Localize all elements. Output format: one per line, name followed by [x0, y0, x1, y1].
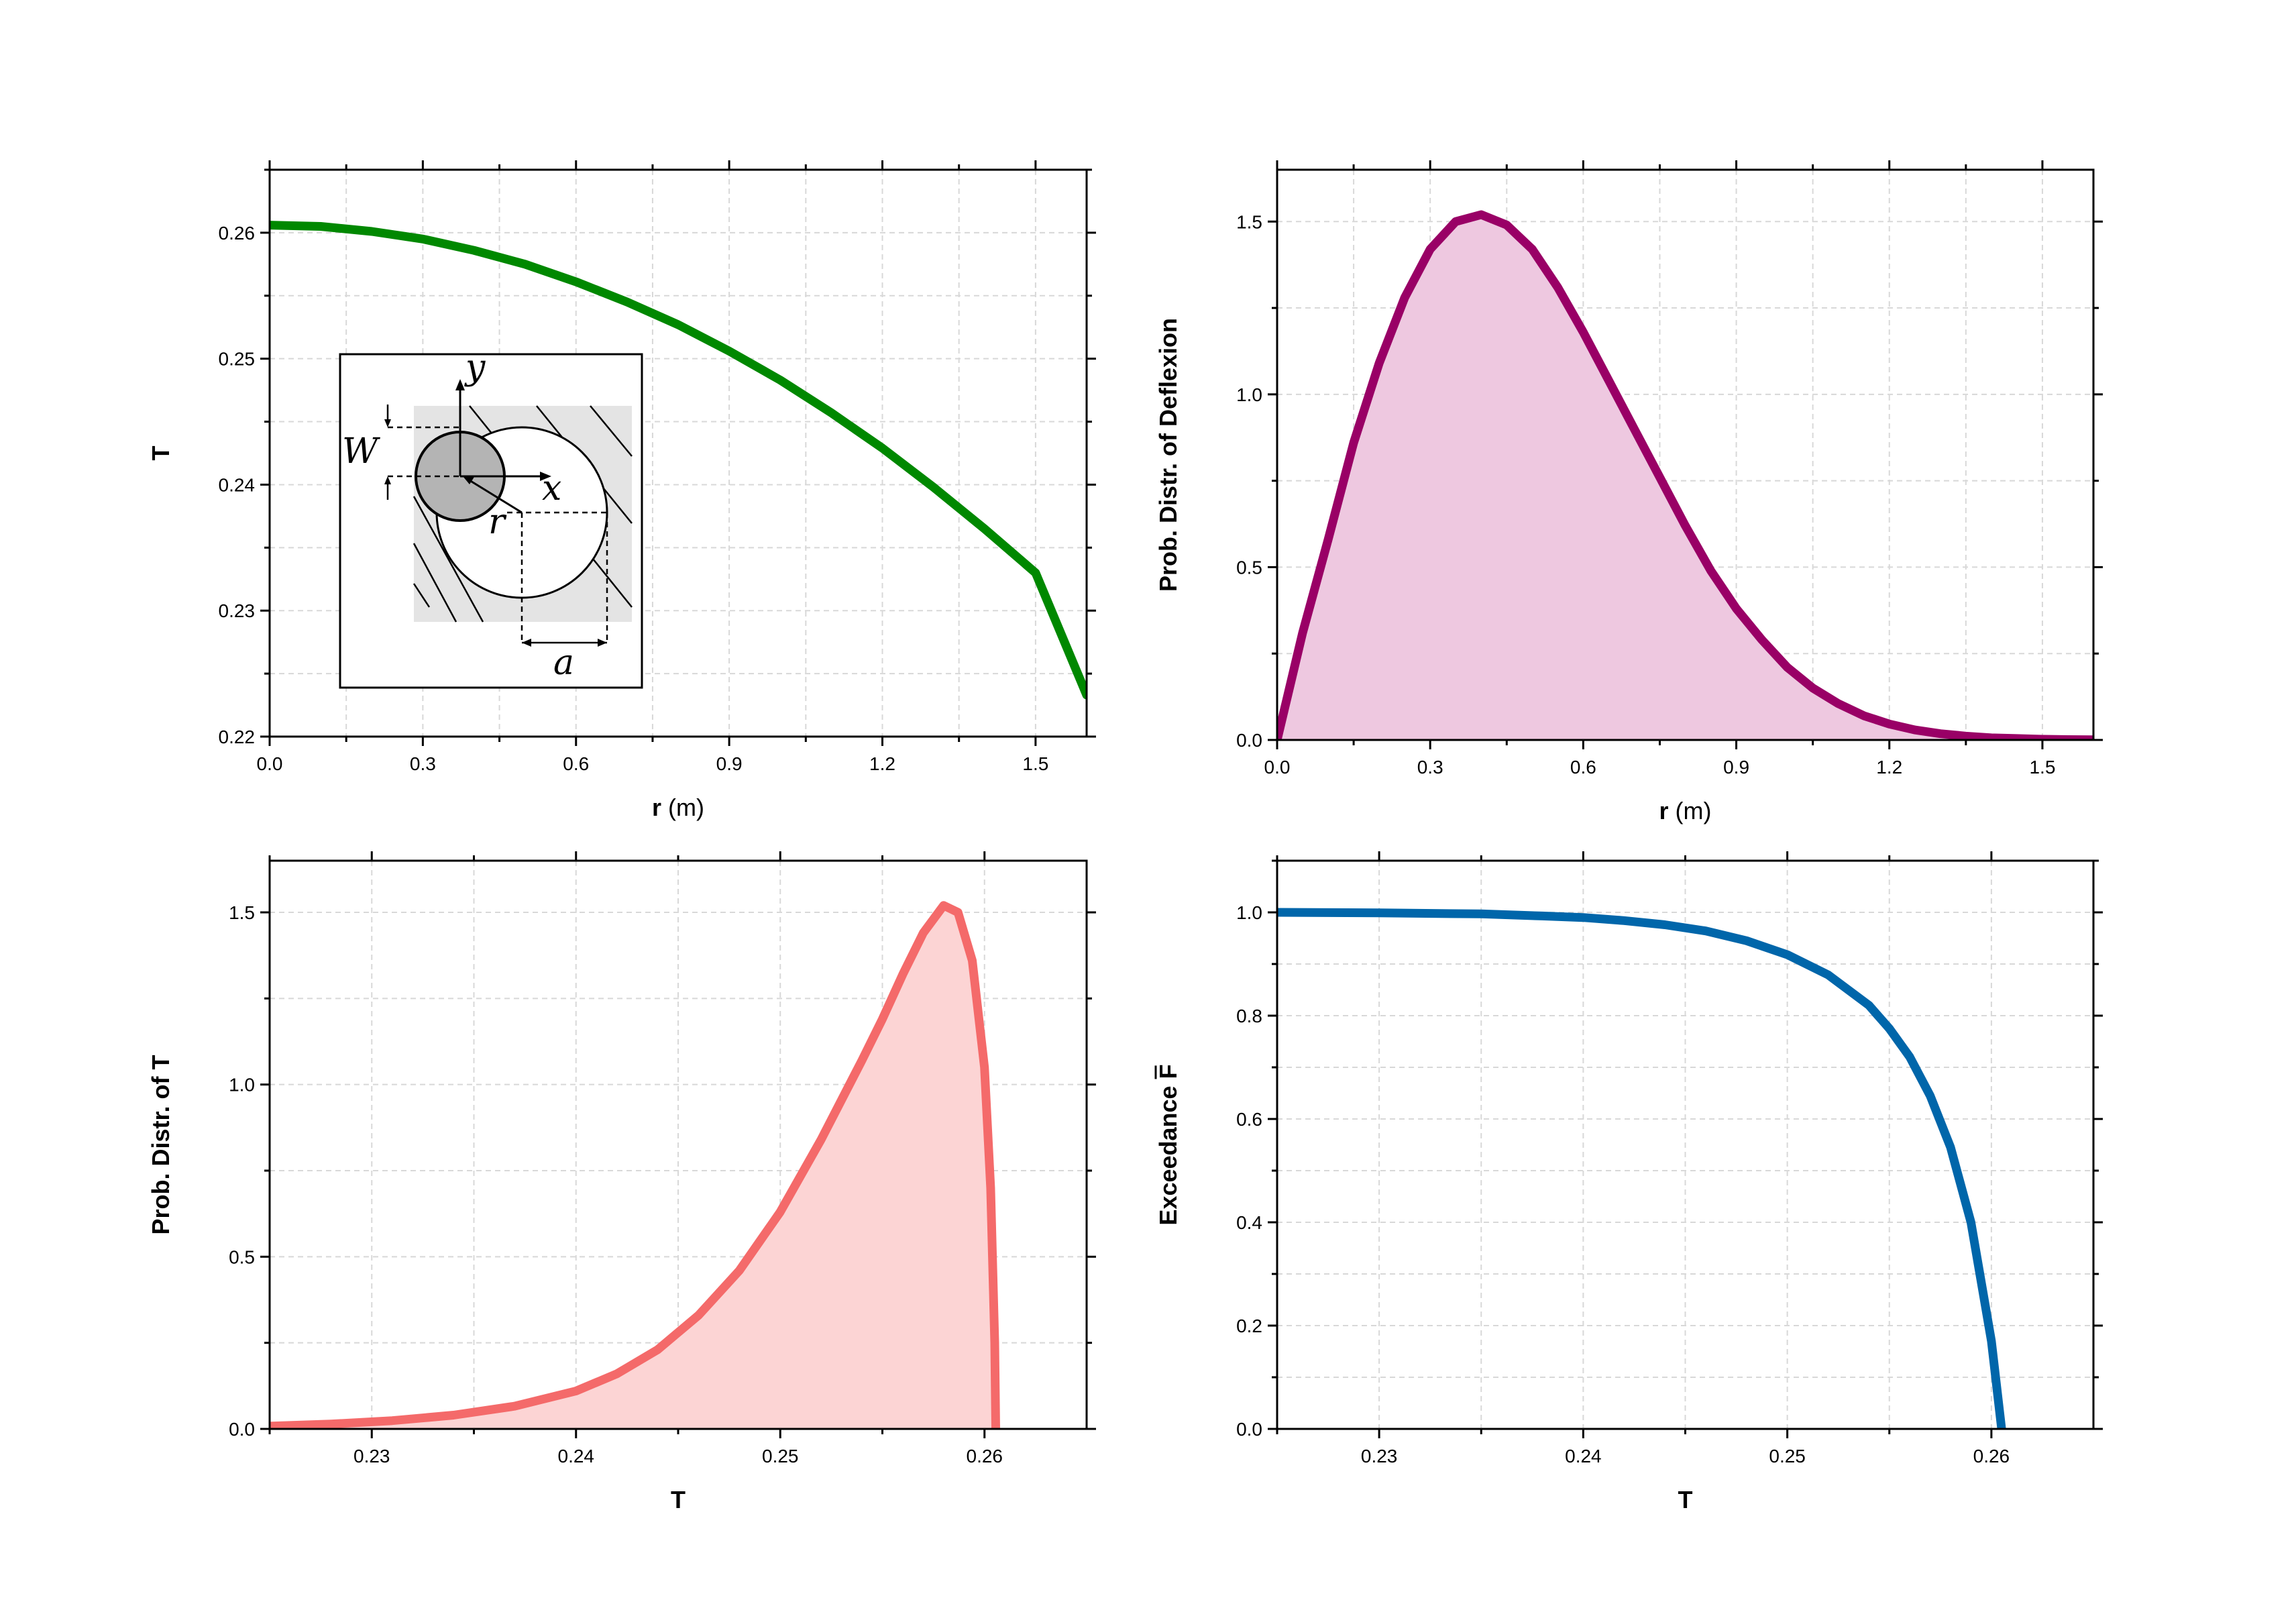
- inset-hatch-line: [413, 543, 457, 623]
- inset-hatch-line: [590, 405, 633, 457]
- inset-w-arrowhead-top: [384, 419, 391, 427]
- x-tick-label: 0.26: [1973, 1446, 2010, 1466]
- x-tick-label: 1.2: [869, 753, 895, 774]
- x-tick-label: 1.5: [1022, 753, 1048, 774]
- inset-a-arrow-right: [598, 639, 607, 647]
- y-tick-label: 1.0: [1236, 902, 1262, 923]
- y-axis-title: Prob. Distr. of Deflexion: [1154, 318, 1182, 592]
- y-tick-label: 0.24: [219, 474, 256, 495]
- y-tick-label: 0.4: [1236, 1212, 1262, 1233]
- inset-label-x: x: [542, 468, 561, 509]
- y-tick-label: 0.26: [219, 223, 256, 244]
- x-axis-title-unit: (m): [661, 794, 704, 821]
- series-line: [1277, 210, 2093, 740]
- x-tick-label: 0.0: [1264, 757, 1291, 778]
- y-tick-label: 1.0: [229, 1075, 255, 1095]
- x-tick-label: 0.0: [257, 753, 283, 774]
- x-tick-label: 0.24: [558, 1446, 595, 1466]
- x-axis-title-var: r: [652, 794, 661, 821]
- chart-br: 0.23 0.24 0.25 0.26 0.0 0.2 0.4 0.6 0.8 1.0 T Excee…: [1154, 851, 2103, 1513]
- x-axis-title: r (m): [1659, 797, 1712, 824]
- area-fill: [1277, 215, 2093, 740]
- x-axis-title-var: r: [1659, 797, 1669, 824]
- inset-y-arrow: [455, 379, 465, 390]
- x-axis-title-var: T: [1678, 1486, 1693, 1513]
- chart-tr: 0.0 0.3 0.6 0.9 1.2 1.5 0.0 0.5 1.0 1.5 r (m) Prob.…: [1154, 160, 2103, 824]
- inset-label-w: W: [342, 431, 380, 472]
- inset-label-a: a: [553, 643, 574, 683]
- x-axis-title: T: [671, 1486, 686, 1513]
- x-tick-label: 0.9: [716, 753, 743, 774]
- y-axis-title: T: [147, 446, 174, 461]
- x-tick-label: 0.6: [563, 753, 589, 774]
- x-axis-title-var: T: [671, 1486, 686, 1513]
- inset-a-arrow-left: [522, 639, 531, 647]
- y-tick-label: 0.8: [1236, 1006, 1262, 1026]
- x-tick-label: 1.2: [1876, 757, 1902, 778]
- inset-r-arrow: [463, 476, 474, 484]
- x-axis-title: r (m): [652, 794, 704, 821]
- x-axis-title: T: [1678, 1486, 1693, 1513]
- x-tick-label: 0.23: [353, 1446, 390, 1466]
- x-tick-label: 0.26: [967, 1446, 1003, 1466]
- x-tick-label: 0.3: [410, 753, 436, 774]
- inset-label-y: y: [464, 347, 486, 388]
- x-tick-label: 1.5: [2029, 757, 2055, 778]
- y-tick-label: 0.22: [219, 727, 256, 747]
- x-tick-label: 0.9: [1723, 757, 1749, 778]
- y-tick-label: 0.5: [229, 1246, 255, 1267]
- y-tick-label: 1.5: [1236, 211, 1262, 232]
- y-tick-label: 0.25: [219, 349, 256, 370]
- chart-tl: 0.0 0.3 0.6 0.9 1.2 1.5 0.22 0.23 0.24 0.25 0.26 r …: [147, 160, 1096, 821]
- y-axis-title: Prob. Distr. of T: [147, 1055, 174, 1234]
- x-tick-label: 0.6: [1570, 757, 1596, 778]
- x-tick-label: 0.3: [1417, 757, 1443, 778]
- series-line: [1277, 908, 2006, 1429]
- y-tick-label: 0.2: [1236, 1316, 1262, 1336]
- plot-frame: [268, 168, 1088, 738]
- inset-hatch-line: [413, 583, 431, 608]
- y-tick-label: 1.5: [229, 902, 255, 923]
- area-fill: [270, 905, 996, 1429]
- y-axis-title: Exceedance F: [1154, 1064, 1182, 1225]
- plot-frame: [1276, 168, 2095, 741]
- y-tick-label: 0.0: [1236, 730, 1262, 751]
- chart-bl: 0.23 0.24 0.25 0.26 0.0 0.5 1.0 1.5 T Prob. Distr…: [147, 851, 1096, 1513]
- y-tick-label: 0.23: [219, 600, 256, 621]
- x-tick-label: 0.24: [1565, 1446, 1602, 1466]
- y-tick-label: 0.0: [229, 1419, 255, 1440]
- x-tick-label: 0.25: [1769, 1446, 1806, 1466]
- series-line: [270, 221, 1087, 700]
- inset-x-arrow: [540, 472, 551, 481]
- inset-w-arrowhead-bottom: [384, 476, 391, 484]
- inset-hatch-line: [413, 496, 484, 623]
- y-tick-label: 0.0: [1236, 1419, 1262, 1440]
- x-axis-title-unit: (m): [1669, 797, 1712, 824]
- inset-diagram: y x Wr a: [339, 347, 643, 689]
- inset-label-r: r: [488, 502, 507, 542]
- series-line: [270, 901, 1000, 1429]
- y-tick-label: 1.0: [1236, 384, 1262, 405]
- y-tick-label: 0.5: [1236, 557, 1262, 578]
- inset-r-line: [469, 479, 523, 514]
- y-tick-label: 0.6: [1236, 1109, 1262, 1130]
- x-tick-label: 0.25: [762, 1446, 799, 1466]
- x-tick-label: 0.23: [1361, 1446, 1398, 1466]
